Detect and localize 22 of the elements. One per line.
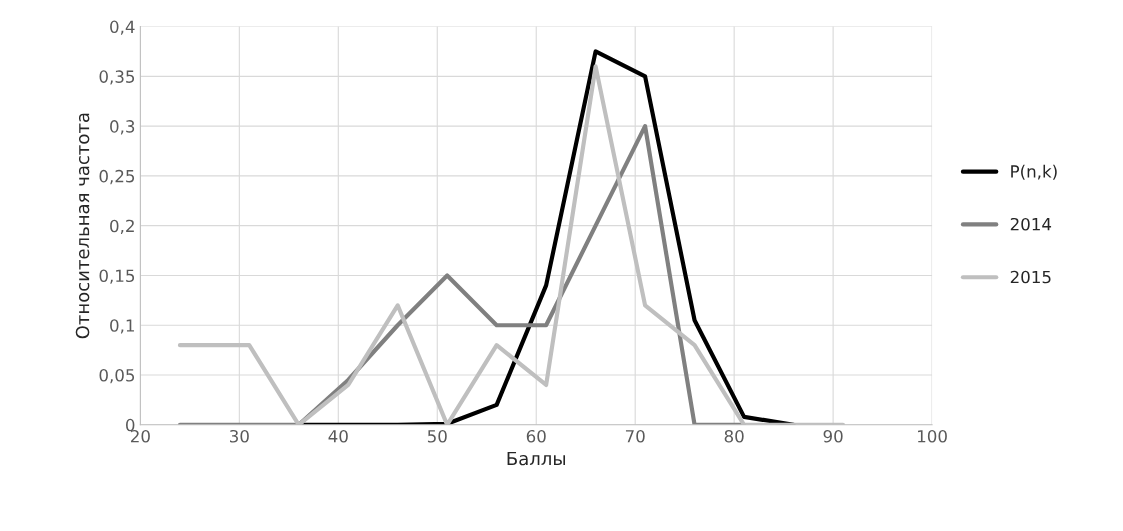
x-tick-label: 50 (427, 429, 447, 443)
y-tick-label: 0,1 (110, 319, 134, 334)
y-axis-title: Относительная частота (75, 113, 90, 339)
y-tick-label: 0,05 (99, 368, 135, 384)
y-tick-label: 0,3 (110, 120, 135, 135)
y-tick-label: 0,2 (110, 219, 134, 234)
legend-label: P(n,k) (1011, 164, 1057, 180)
y-tick-label: 0,25 (99, 169, 135, 185)
x-tick-label: 40 (328, 429, 348, 443)
y-tick-label: 0,35 (99, 70, 135, 85)
x-tick-label: 90 (823, 429, 843, 443)
x-tick-label: 100 (918, 429, 947, 443)
y-tick-label: 0,4 (110, 20, 135, 35)
x-tick-label: 60 (526, 429, 546, 443)
legend-label: 2015 (1010, 270, 1051, 284)
x-tick-label: 70 (625, 429, 645, 443)
legend-label: 2014 (1010, 217, 1052, 231)
y-tick-label: 0,15 (99, 269, 135, 284)
x-tick-label: 30 (230, 429, 249, 443)
x-axis-title: Баллы (507, 451, 566, 466)
y-tick-label: 0 (126, 418, 135, 432)
x-tick-label: 80 (724, 429, 744, 443)
